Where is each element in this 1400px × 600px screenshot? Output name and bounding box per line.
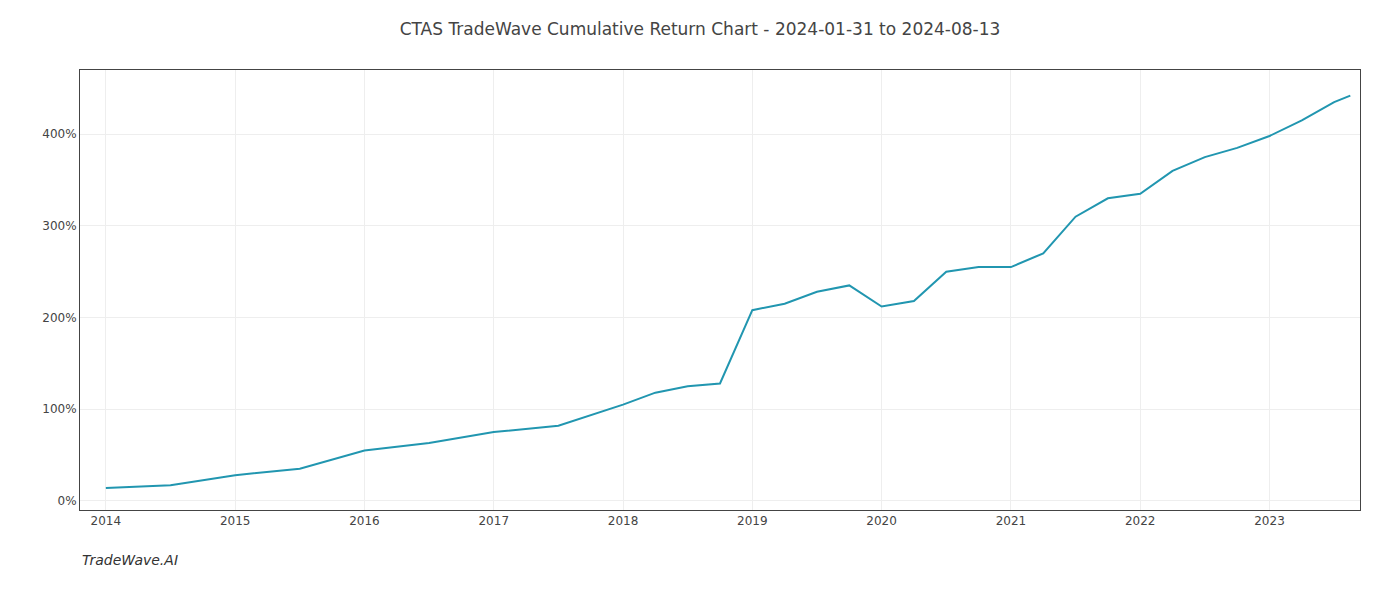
svg-text:TradeWave.AI: TradeWave.AI <box>82 552 178 568</box>
svg-text:400%: 400% <box>42 127 76 141</box>
svg-text:200%: 200% <box>42 311 76 325</box>
svg-text:2017: 2017 <box>478 514 509 528</box>
svg-text:2014: 2014 <box>91 514 122 528</box>
svg-text:2015: 2015 <box>220 514 251 528</box>
svg-text:2022: 2022 <box>1125 514 1156 528</box>
svg-text:2023: 2023 <box>1254 514 1285 528</box>
svg-text:2016: 2016 <box>349 514 380 528</box>
svg-text:0%: 0% <box>58 494 77 508</box>
svg-text:2018: 2018 <box>608 514 639 528</box>
svg-text:2019: 2019 <box>737 514 768 528</box>
svg-text:100%: 100% <box>42 402 76 416</box>
svg-text:2020: 2020 <box>866 514 897 528</box>
svg-text:300%: 300% <box>42 219 76 233</box>
svg-text:2021: 2021 <box>996 514 1027 528</box>
svg-text:CTAS TradeWave Cumulative Retu: CTAS TradeWave Cumulative Return Chart -… <box>400 19 1001 39</box>
